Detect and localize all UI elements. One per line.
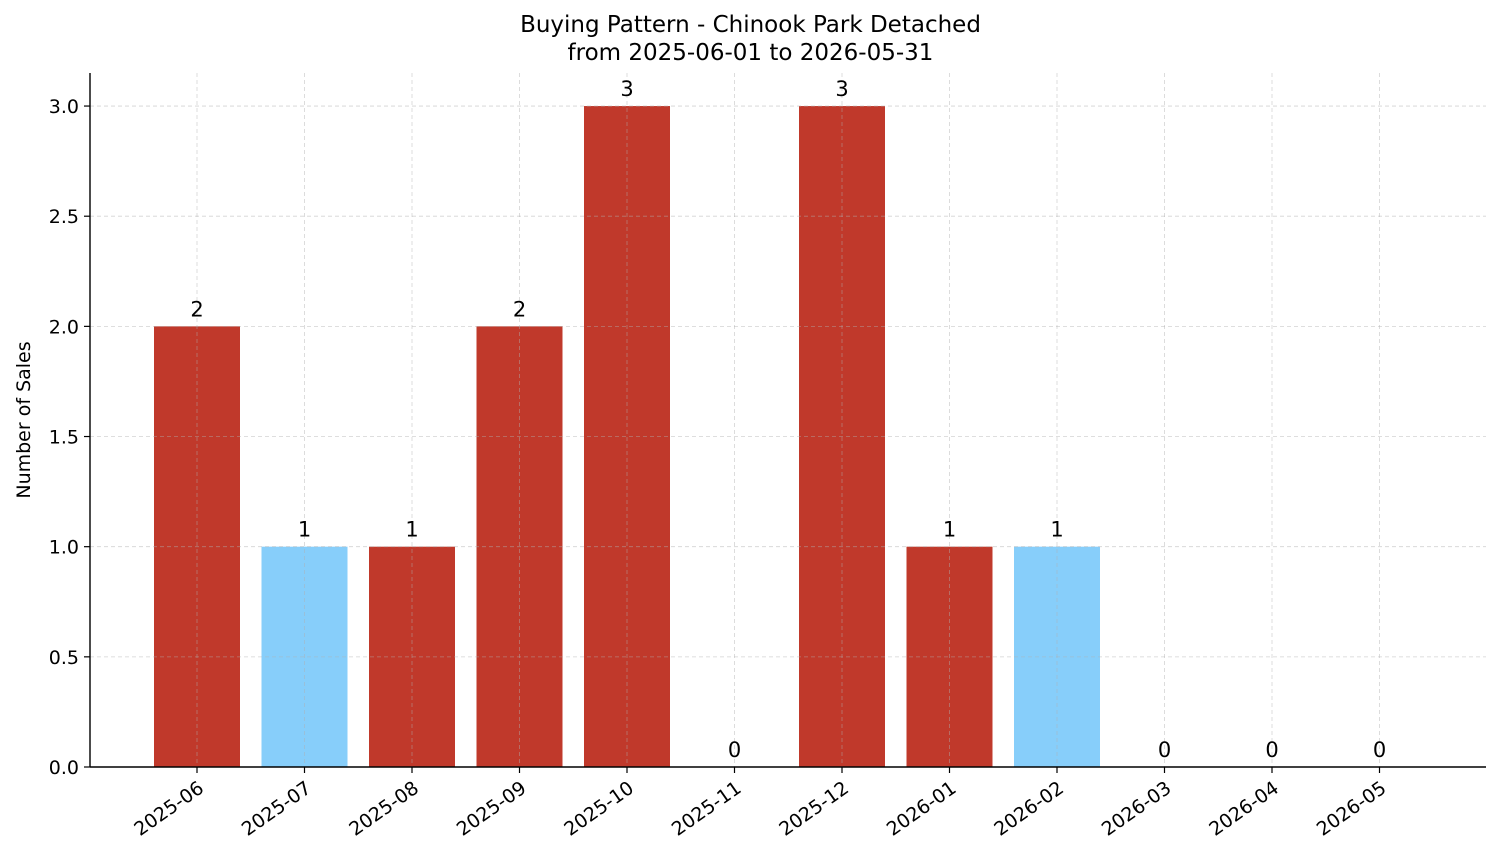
- chart-title: Buying Pattern - Chinook Park Detached: [520, 12, 981, 38]
- x-tick-label: 2025-07: [238, 777, 316, 841]
- x-tick-label: 2026-01: [883, 777, 961, 841]
- y-axis-label: Number of Sales: [13, 341, 35, 498]
- y-tick-label: 2.0: [49, 316, 79, 338]
- data-label: 0: [1265, 738, 1278, 762]
- y-tick-label: 0.0: [49, 757, 79, 779]
- data-label: 1: [298, 518, 311, 542]
- x-tick-label: 2026-04: [1205, 777, 1283, 841]
- data-label: 1: [943, 518, 956, 542]
- data-label: 2: [513, 297, 526, 321]
- y-tick-label: 1.0: [49, 537, 79, 559]
- data-label: 0: [1373, 738, 1386, 762]
- data-label: 3: [620, 77, 633, 101]
- x-tick-label: 2026-02: [990, 777, 1068, 841]
- y-tick-label: 0.5: [49, 647, 79, 669]
- x-tick-label: 2026-03: [1098, 777, 1176, 841]
- chart-subtitle: from 2025-06-01 to 2026-05-31: [567, 40, 934, 66]
- x-tick-label: 2025-08: [345, 777, 423, 841]
- x-tick-label: 2025-09: [453, 777, 531, 841]
- y-tick-label: 3.0: [49, 96, 79, 118]
- x-tick-label: 2025-06: [130, 777, 208, 841]
- data-label: 0: [1158, 738, 1171, 762]
- y-tick-label: 2.5: [49, 206, 79, 228]
- y-tick-label: 1.5: [49, 427, 79, 449]
- x-tick-label: 2026-05: [1313, 777, 1391, 841]
- data-label: 0: [728, 738, 741, 762]
- data-label: 1: [405, 518, 418, 542]
- x-tick-label: 2025-11: [668, 777, 746, 841]
- data-label: 2: [190, 297, 203, 321]
- x-tick-label: 2025-10: [560, 777, 638, 841]
- x-tick-label: 2025-12: [775, 777, 853, 841]
- data-label: 1: [1050, 518, 1063, 542]
- data-label: 3: [835, 77, 848, 101]
